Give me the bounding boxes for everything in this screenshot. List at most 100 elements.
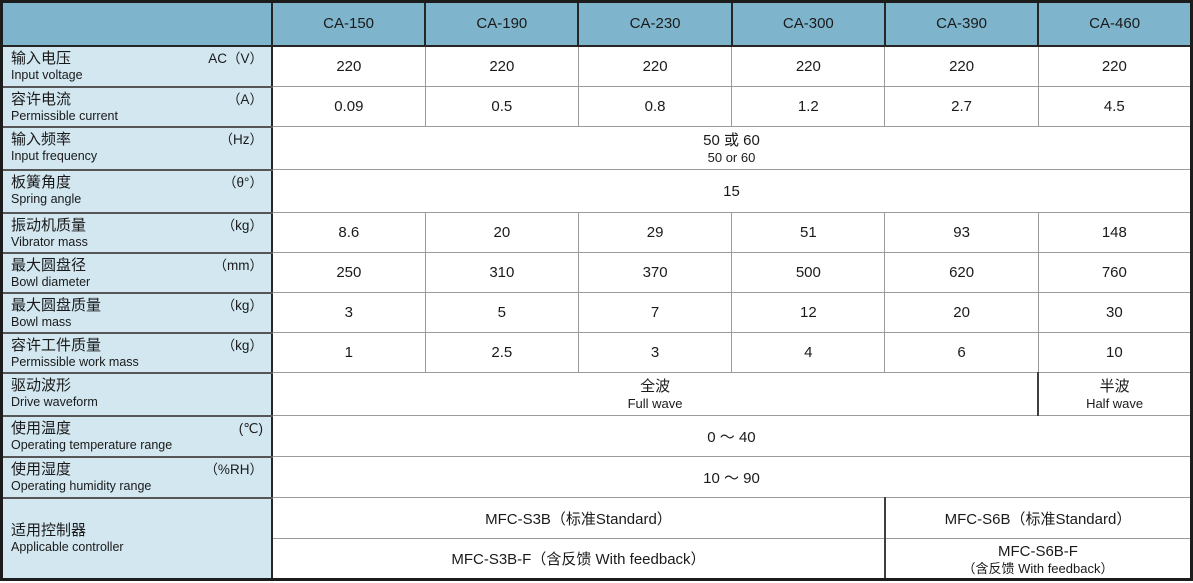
- value-cell: 0.5: [424, 86, 579, 127]
- row-controller-feedback: MFC-S3B-F（含反馈 With feedback） MFC-S6B-F （…: [2, 538, 1192, 580]
- value-cell: 148: [1037, 212, 1193, 253]
- row-vibrator-mass: 振动机质量 （kg） Vibrator mass 8.6 20 29 51 93…: [0, 211, 1193, 254]
- row-label-input-voltage: 输入电压 AC（V） Input voltage: [0, 44, 273, 88]
- value-cell: 0.09: [271, 86, 426, 127]
- row-label-spring-angle: 板簧角度 （θ°） Spring angle: [0, 168, 273, 214]
- label-en: Input frequency: [11, 148, 98, 163]
- label-zh: 容许工件质量: [11, 336, 102, 354]
- row-label-permissible-current: 容许电流 （A） Permissible current: [0, 85, 273, 128]
- value-cell: 12: [731, 292, 886, 333]
- row-bowl-mass: 最大圆盘质量 （kg） Bowl mass 3 5 7 12 20 30: [0, 291, 1193, 334]
- row-controller-standard: 适用控制器 Applicable controller MFC-S3B（标准St…: [0, 496, 1192, 581]
- value-cell: 500: [731, 252, 886, 293]
- label-unit: （Hz）: [219, 131, 263, 147]
- row-label-drive-waveform: 驱动波形 Drive waveform: [0, 371, 273, 417]
- value-cell: 10: [1037, 332, 1193, 373]
- value-cell: 0.8: [577, 86, 733, 127]
- label-unit: （kg）: [221, 217, 263, 233]
- label-unit: （kg）: [221, 297, 263, 313]
- label-zh: 容许电流: [11, 90, 72, 108]
- row-label-controller: 适用控制器 Applicable controller: [0, 496, 273, 581]
- column-header-ca300: CA-300: [730, 0, 886, 47]
- label-en: Applicable controller: [11, 540, 124, 555]
- value-cell: 4.5: [1037, 86, 1193, 127]
- label-zh: 最大圆盘径: [11, 256, 87, 274]
- full-wave-en: Full wave: [627, 396, 683, 411]
- half-wave-en: Half wave: [1086, 396, 1144, 411]
- column-header-ca190: CA-190: [424, 0, 580, 47]
- label-en: Permissible current: [11, 108, 118, 123]
- label-en: Input voltage: [11, 67, 83, 82]
- column-header-ca390: CA-390: [883, 0, 1040, 47]
- row-input-voltage: 输入电压 AC（V） Input voltage 220 220 220 220…: [0, 44, 1193, 88]
- label-en: Bowl mass: [11, 314, 72, 329]
- label-en: Bowl diameter: [11, 274, 91, 289]
- frequency-value-en: 50 or 60: [707, 150, 756, 165]
- value-cell: 220: [731, 45, 886, 87]
- corner-cell: [0, 0, 273, 47]
- row-label-temperature: 使用温度 (℃) Operating temperature range: [0, 414, 273, 458]
- row-work-mass: 容许工件质量 （kg） Permissible work mass 1 2.5 …: [0, 331, 1193, 374]
- row-label-bowl-diameter: 最大圆盘径 （mm） Bowl diameter: [0, 251, 273, 294]
- value-cell: 310: [424, 252, 579, 293]
- label-zh: 驱动波形: [11, 376, 72, 394]
- value-cell: 7: [577, 292, 733, 333]
- value-cell: 51: [731, 212, 886, 253]
- header-row: CA-150 CA-190 CA-230 CA-300 CA-390 CA-46…: [0, 0, 1193, 47]
- label-en: Operating temperature range: [11, 437, 173, 452]
- value-cell: 4: [731, 332, 886, 373]
- controller-feedback-model: MFC-S6B-F: [997, 542, 1078, 560]
- row-input-frequency: 输入频率 （Hz） Input frequency 50 或 60 50 or …: [0, 125, 1192, 171]
- value-cell-full-wave: 全波 Full wave: [271, 372, 1039, 416]
- value-cell-controller-feedback-s6bf: MFC-S6B-F （含反馈 With feedback）: [883, 538, 1192, 580]
- value-cell: 6: [884, 332, 1039, 373]
- value-cell-humidity: 10 ～ 90: [271, 456, 1192, 498]
- value-cell: 220: [271, 45, 426, 87]
- half-wave-zh: 半波: [1099, 378, 1130, 395]
- value-cell: 220: [884, 45, 1039, 87]
- row-label-humidity: 使用湿度 （%RH） Operating humidity range: [0, 455, 273, 499]
- value-cell: 2.7: [884, 86, 1039, 127]
- value-cell: 20: [884, 292, 1039, 333]
- label-zh: 振动机质量: [11, 216, 87, 234]
- label-zh: 使用温度: [11, 419, 72, 437]
- value-cell: 29: [577, 212, 733, 253]
- column-header-ca150: CA-150: [270, 0, 427, 47]
- label-unit: （A）: [226, 91, 263, 107]
- row-temperature: 使用温度 (℃) Operating temperature range 0 ～…: [0, 414, 1192, 458]
- label-en: Drive waveform: [11, 394, 98, 409]
- value-cell: 250: [271, 252, 426, 293]
- row-spring-angle: 板簧角度 （θ°） Spring angle 15: [0, 168, 1192, 214]
- label-en: Spring angle: [11, 191, 82, 206]
- value-cell-controller-feedback-s3bf: MFC-S3B-F（含反馈 With feedback）: [271, 538, 886, 580]
- value-cell: 1.2: [731, 86, 886, 127]
- row-label-vibrator-mass: 振动机质量 （kg） Vibrator mass: [0, 211, 273, 254]
- value-cell-controller-standard-s3b: MFC-S3B（标准Standard）: [271, 497, 886, 539]
- label-unit: （θ°）: [223, 174, 263, 190]
- row-label-bowl-mass: 最大圆盘质量 （kg） Bowl mass: [0, 291, 273, 334]
- label-zh: 适用控制器: [11, 522, 87, 540]
- value-cell: 93: [884, 212, 1039, 253]
- row-permissible-current: 容许电流 （A） Permissible current 0.09 0.5 0.…: [0, 85, 1193, 128]
- full-wave-zh: 全波: [640, 378, 671, 395]
- label-unit: （kg）: [221, 337, 263, 353]
- label-en: Permissible work mass: [11, 354, 139, 369]
- row-bowl-diameter: 最大圆盘径 （mm） Bowl diameter 250 310 370 500…: [0, 251, 1193, 294]
- row-humidity: 使用湿度 （%RH） Operating humidity range 10 ～…: [0, 455, 1192, 499]
- value-cell: 20: [424, 212, 579, 253]
- row-drive-waveform: 驱动波形 Drive waveform 全波 Full wave 半波 Half…: [0, 371, 1193, 417]
- column-header-ca230: CA-230: [577, 0, 733, 47]
- frequency-value-zh: 50 或 60: [703, 132, 760, 149]
- value-cell-spring-angle: 15: [271, 169, 1192, 213]
- value-cell: 5: [424, 292, 579, 333]
- row-label-input-frequency: 输入频率 （Hz） Input frequency: [0, 125, 273, 171]
- value-cell-half-wave: 半波 Half wave: [1037, 372, 1193, 416]
- value-cell: 30: [1037, 292, 1193, 333]
- label-zh: 输入频率: [11, 130, 72, 148]
- label-en: Vibrator mass: [11, 234, 88, 249]
- value-cell: 8.6: [271, 212, 426, 253]
- label-en: Operating humidity range: [11, 478, 152, 493]
- label-zh: 使用湿度: [11, 460, 72, 478]
- label-unit: （mm）: [213, 257, 263, 273]
